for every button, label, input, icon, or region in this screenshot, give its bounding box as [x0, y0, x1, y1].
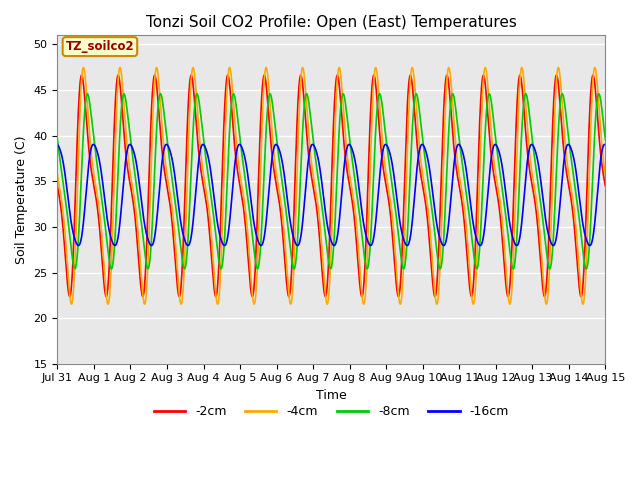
-8cm [602, 136, 609, 142]
Line: -8cm: -8cm [58, 94, 605, 269]
-2cm [554, 74, 561, 80]
Line: -4cm: -4cm [58, 68, 605, 304]
-16cm [492, 142, 499, 147]
-16cm [491, 142, 499, 148]
-8cm [157, 91, 164, 96]
-4cm [445, 65, 452, 71]
-2cm [348, 194, 355, 200]
-2cm [602, 183, 609, 189]
-2cm [333, 72, 341, 78]
-2cm [360, 286, 367, 291]
Title: Tonzi Soil CO2 Profile: Open (East) Temperatures: Tonzi Soil CO2 Profile: Open (East) Temp… [146, 15, 516, 30]
-16cm [347, 144, 355, 149]
-2cm [491, 179, 499, 184]
Line: -2cm: -2cm [58, 75, 605, 297]
-4cm [206, 219, 214, 225]
-4cm [554, 68, 561, 73]
-4cm [359, 299, 367, 305]
-8cm [348, 150, 355, 156]
-4cm [569, 195, 577, 201]
-4cm [433, 301, 441, 307]
-8cm [207, 189, 214, 195]
-4cm [491, 166, 499, 172]
-8cm [568, 164, 576, 170]
-16cm [513, 243, 520, 249]
-2cm [206, 238, 214, 243]
-8cm [360, 243, 367, 249]
-16cm [54, 142, 61, 147]
-16cm [602, 142, 609, 147]
-2cm [321, 294, 329, 300]
Text: TZ_soilco2: TZ_soilco2 [66, 40, 134, 53]
-16cm [206, 165, 214, 170]
-16cm [569, 151, 577, 156]
Line: -16cm: -16cm [58, 144, 605, 246]
Legend: -2cm, -4cm, -8cm, -16cm: -2cm, -4cm, -8cm, -16cm [148, 400, 514, 423]
-4cm [602, 172, 609, 178]
-2cm [54, 183, 61, 189]
-8cm [491, 127, 499, 133]
-4cm [347, 180, 355, 186]
-8cm [54, 136, 61, 142]
X-axis label: Time: Time [316, 389, 347, 402]
-16cm [554, 228, 561, 234]
-4cm [54, 172, 61, 178]
Y-axis label: Soil Temperature (C): Soil Temperature (C) [15, 135, 28, 264]
-2cm [569, 207, 577, 213]
-8cm [553, 153, 561, 159]
-8cm [582, 266, 590, 272]
-16cm [359, 216, 367, 222]
